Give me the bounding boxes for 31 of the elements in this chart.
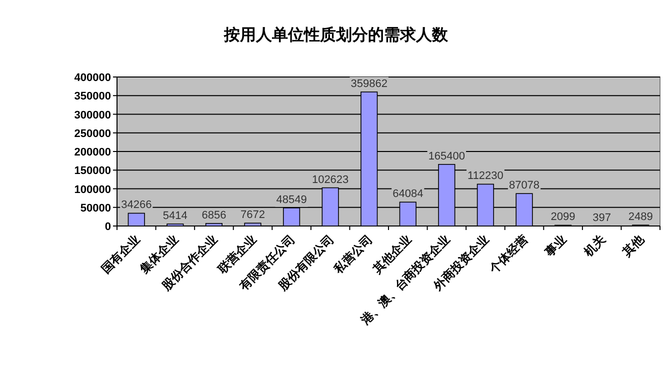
data-label: 34266 [121, 199, 152, 212]
x-tick-label: 机关 [580, 232, 609, 260]
data-label: 5414 [162, 210, 188, 222]
chart-title: 按用人单位性质划分的需求人数 [223, 26, 449, 44]
y-tick-label: 0 [104, 221, 111, 233]
data-label: 7672 [240, 209, 265, 222]
bar [128, 212, 145, 226]
data-label: 112230 [468, 170, 504, 182]
data-label: 87078 [508, 180, 540, 192]
y-tick-label: 300000 [74, 109, 111, 122]
data-label: 6856 [202, 209, 226, 222]
y-tick-label: 250000 [74, 128, 111, 140]
y-tick-label: 100000 [74, 184, 111, 196]
x-tick-label: 其他 [619, 232, 648, 260]
data-label: 359862 [350, 78, 388, 90]
x-tick-label: 事业 [542, 232, 570, 260]
data-label: 102623 [312, 174, 349, 186]
data-label: 165400 [428, 150, 466, 162]
y-tick-label: 350000 [74, 90, 111, 103]
data-label: 48549 [276, 194, 307, 206]
data-label: 397 [592, 212, 611, 224]
y-tick-label: 50000 [80, 202, 111, 214]
data-label: 2099 [550, 211, 576, 224]
bar [205, 223, 223, 226]
y-tick-label: 150000 [74, 165, 111, 178]
bar [244, 222, 262, 226]
bar [166, 224, 184, 226]
data-label: 2489 [628, 211, 653, 224]
y-tick-label: 400000 [74, 72, 111, 84]
data-label: 64084 [392, 188, 424, 200]
y-tick-label: 200000 [74, 146, 111, 158]
